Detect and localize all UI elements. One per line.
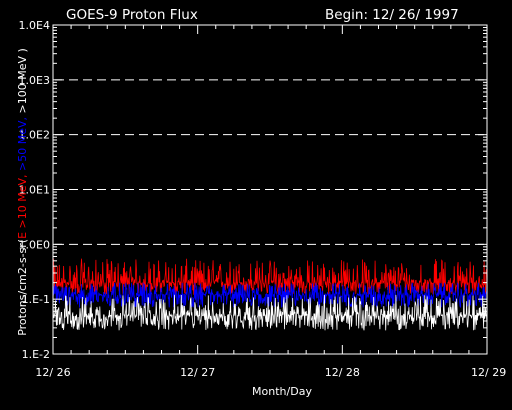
y-tick-label: 1.0E3 <box>19 74 50 87</box>
y-tick-label: 1.E-1 <box>22 293 50 306</box>
begin-date-label: Begin: 12/ 26/ 1997 <box>325 7 459 23</box>
y-tick-label: 1.E-2 <box>22 348 50 361</box>
y-tick-label: 1.0E0 <box>19 238 50 251</box>
y-tick-label: 1.0E4 <box>19 19 50 32</box>
x-tick-label: 12/ 27 <box>180 366 215 379</box>
y-axis-label-part: >100 MeV ) <box>16 48 29 113</box>
y-tick-label: 1.0E1 <box>19 184 50 197</box>
x-tick-label: 12/ 28 <box>325 366 360 379</box>
y-axis-label-part: Protons/cm2-s-sr( <box>16 239 29 336</box>
y-axis-label-part: E >10 MeV, <box>16 171 29 239</box>
plot-area: 1.E-2 1.E-1 1.0E0 1.0E1 1.0E2 1.0E3 1.0E4 12/ 2… <box>19 19 507 379</box>
x-axis-label: Month/Day <box>252 385 312 398</box>
series-line <box>52 282 488 309</box>
y-axis-label: Protons/cm2-s-sr(E >10 MeV, >50 MeV, >10… <box>16 48 29 336</box>
chart-title: GOES-9 Proton Flux <box>66 7 198 23</box>
y-tick-label: 1.0E2 <box>19 129 50 142</box>
series-line <box>52 294 488 331</box>
x-tick-label: 12/ 26 <box>35 366 70 379</box>
y-axis-label-part: >50 MeV, <box>16 113 29 171</box>
x-tick-label: 12/ 29 <box>471 366 506 379</box>
